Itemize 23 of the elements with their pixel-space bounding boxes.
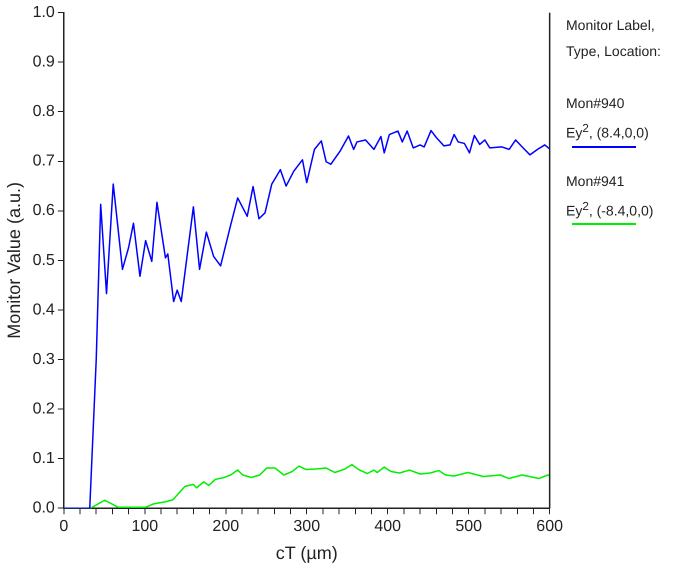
legend-title: Monitor Label, Type, Location: — [566, 16, 662, 61]
x-tick-label: 600 — [536, 518, 564, 536]
y-tick-label: 0.3 — [32, 350, 55, 368]
x-tick-label: 300 — [293, 518, 320, 536]
y-tick-label: 0.2 — [32, 400, 55, 418]
text: Mon#941 Ey$^{2}$, (-8.4,0,0) — [566, 172, 654, 220]
y-tick-label: 0.5 — [32, 252, 55, 269]
y-tick-label: 0.6 — [32, 202, 55, 220]
y-tick-label: 0.0 — [32, 500, 55, 517]
x-axis-title: cT (µm) — [276, 543, 338, 564]
x-tick-label: 200 — [212, 518, 240, 536]
x-tick-label: 500 — [455, 518, 482, 536]
y-tick-label: 0.4 — [32, 301, 55, 318]
x-tick-label: 0 — [59, 518, 68, 536]
series-label: Mon#940 Ey$^{2}$, (8.4,0,0) — [566, 94, 650, 143]
x-tick-label: 400 — [374, 518, 402, 536]
x-tick-label: 100 — [131, 518, 158, 536]
y-axis-title: Monitor Value (a.u.) — [4, 182, 24, 339]
y-tick-label: 0.9 — [32, 54, 55, 71]
y-tick-label: 0.1 — [32, 450, 55, 468]
y-tick-label: 0.8 — [32, 103, 55, 120]
y-tick-label: 1.0 — [32, 4, 55, 22]
y-tick-label: 0.7 — [32, 152, 55, 170]
